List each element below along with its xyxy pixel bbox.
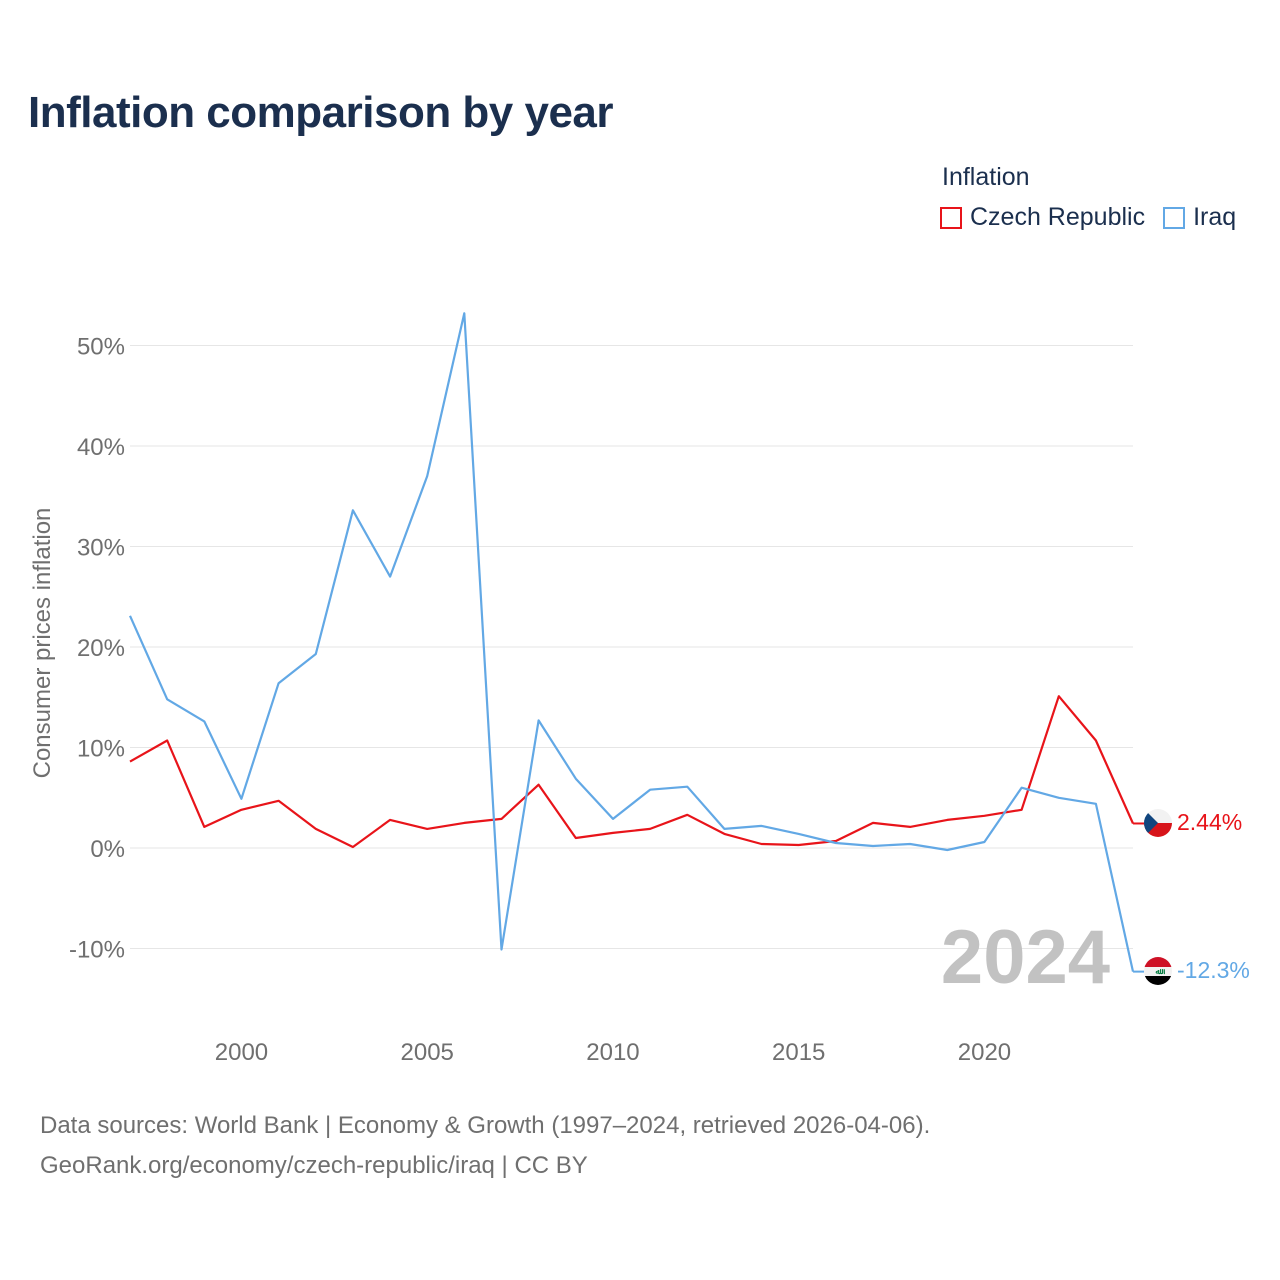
x-tick-label: 2005 — [401, 1039, 454, 1066]
series-lines — [128, 312, 1144, 973]
source-note: Data sources: World Bank | Economy & Gro… — [40, 1106, 930, 1186]
source-line-1: Data sources: World Bank | Economy & Gro… — [40, 1112, 931, 1139]
series-line-czech-republic[interactable] — [129, 695, 1135, 849]
end-label-iraq: -12.3% — [1177, 957, 1250, 983]
y-tick-label: 0% — [90, 836, 125, 863]
year-watermark: 2024 — [941, 915, 1110, 1000]
x-tick-label: 2015 — [772, 1039, 825, 1066]
series-line-iraq[interactable] — [128, 312, 1135, 972]
x-axis-ticks: 2000 2005 2010 2015 2020 — [215, 1039, 1011, 1066]
line-chart: -10%0%10%20%30%40%50% 2000 2005 2010 2015 20… — [29, 312, 1250, 1066]
y-tick-label: 30% — [77, 535, 125, 562]
source-line-2[interactable]: GeoRank.org/economy/czech-republic/iraq … — [40, 1152, 588, 1179]
legend-item-czech-republic[interactable]: Czech Republic — [940, 203, 1145, 232]
legend-swatch-iraq — [1163, 206, 1186, 229]
legend-swatch-czech-republic — [940, 206, 962, 229]
y-axis-ticks: -10% 0% 10% 20% 30% 40% 50% — [69, 334, 125, 964]
x-tick-label: 2000 — [215, 1039, 268, 1066]
x-tick-label: 2020 — [958, 1039, 1011, 1066]
y-axis-label: Consumer prices inflation — [29, 508, 56, 779]
legend-label-czech-republic: Czech Republic — [970, 203, 1146, 231]
czech-flag-icon — [1144, 809, 1172, 837]
y-tick-label: 40% — [77, 434, 125, 461]
iraq-flag-icon: ﷲ — [1144, 957, 1172, 985]
legend: Czech Republic Iraq — [940, 203, 1236, 232]
legend-label-iraq: Iraq — [1193, 203, 1237, 231]
gridlines — [130, 345, 1133, 949]
end-label-czech-republic: 2.44% — [1177, 809, 1242, 835]
y-tick-label: 50% — [77, 334, 125, 361]
x-tick-label: 2010 — [586, 1039, 639, 1066]
chart-title: Inflation comparison by year — [28, 88, 614, 137]
y-tick-label: 10% — [77, 736, 125, 763]
y-tick-label: -10% — [69, 937, 125, 964]
legend-title: Inflation — [942, 163, 1030, 191]
y-tick-label: 20% — [77, 635, 125, 662]
legend-item-iraq[interactable]: Iraq — [1163, 203, 1236, 232]
series-endpoints: ﷲ 2.44% -12.3% — [1144, 809, 1250, 985]
